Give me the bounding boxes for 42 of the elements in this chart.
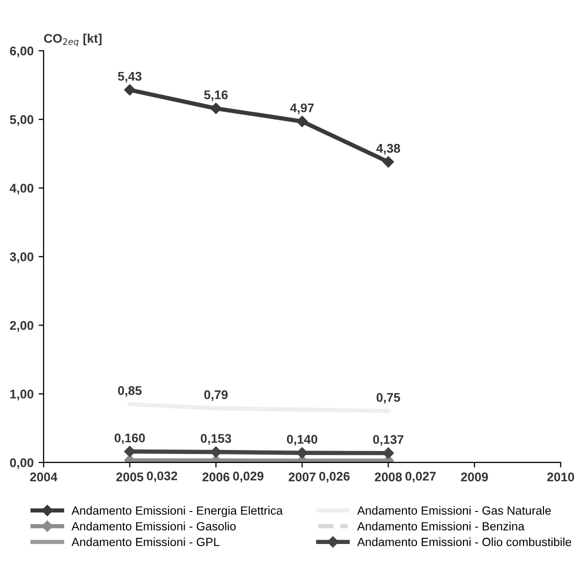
y-tick-label: 0,00 (10, 458, 34, 469)
y-axis-title: CO$_{2eq}$ [kt] (44, 34, 102, 47)
x-tick-label: 2007 (288, 472, 316, 482)
x-tick-label: 2010 (547, 472, 574, 482)
y-tick-label: 5,00 (10, 115, 34, 126)
point (210, 102, 222, 114)
legend-label: Andamento Emissioni - Gasolio (72, 522, 236, 530)
point (124, 446, 136, 458)
data-label: 0,160 (114, 434, 145, 444)
legend-label: Andamento Emissioni - Olio combustibile (357, 537, 572, 546)
y-tick-label: 2,00 (10, 321, 34, 332)
legend-label: Andamento Emissioni - GPL (72, 537, 220, 546)
data-label: 5,16 (204, 90, 228, 102)
data-label: 0,029 (233, 472, 264, 482)
data-label: 0,137 (373, 435, 404, 446)
y-tick-label: 6,00 (10, 46, 34, 58)
x-tick-label: 2005 (116, 472, 144, 482)
data-label: 0,85 (118, 386, 142, 397)
point (296, 116, 308, 128)
x-tick-label: 2004 (30, 472, 58, 482)
data-label: 0,032 (146, 471, 178, 482)
legend-label: Andamento Emissioni - Energia Elettrica (72, 506, 283, 518)
point (382, 447, 394, 459)
data-label: 0,79 (204, 390, 228, 401)
legend-label: Andamento Emissioni - Benzina (357, 522, 524, 530)
data-label: 0,027 (405, 472, 436, 482)
data-label: 5,43 (118, 72, 142, 83)
point (382, 156, 394, 168)
y-tick-label: 1,00 (10, 390, 34, 400)
data-label: 0,140 (286, 434, 318, 446)
data-label: 0,75 (376, 393, 400, 404)
data-label: 4,97 (290, 103, 314, 114)
data-label: 4,38 (376, 144, 400, 155)
data-label: 0,153 (200, 434, 232, 445)
x-tick-label: 2006 (202, 472, 230, 482)
y-tick-label: 4,00 (10, 184, 34, 194)
x-tick-label: 2008 (374, 472, 402, 482)
point (124, 84, 136, 96)
legend-label: Andamento Emissioni - Gas Naturale (357, 506, 551, 515)
y-tick-label: 3,00 (10, 252, 34, 264)
x-tick-label: 2009 (461, 472, 488, 482)
data-label: 0,026 (319, 472, 350, 483)
